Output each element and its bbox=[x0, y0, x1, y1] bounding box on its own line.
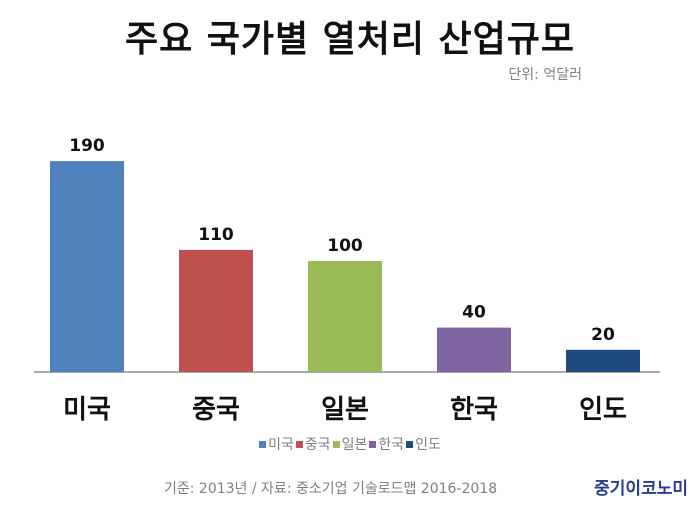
legend: 미국 중국 일본 한국 인도 bbox=[0, 434, 700, 454]
source-note: 기준: 2013년 / 자료: 중소기업 기술로드맵 2016-2018 bbox=[164, 481, 498, 497]
category-label-4: 한국 bbox=[450, 395, 498, 425]
legend-label-5: 인도 bbox=[415, 437, 441, 453]
legend-label-4: 한국 bbox=[378, 437, 405, 453]
legend-item-1: 미국 bbox=[259, 434, 294, 454]
brand-logo: 중기이코노미 bbox=[594, 479, 688, 499]
legend-label-3: 일본 bbox=[341, 437, 368, 453]
legend-swatch-1 bbox=[259, 441, 267, 448]
chart-title: 주요 국가별 열처리 산업규모 bbox=[124, 19, 576, 60]
bar-4 bbox=[437, 327, 511, 372]
bar-2 bbox=[179, 249, 253, 372]
data-label-5: 20 bbox=[591, 325, 615, 345]
legend-swatch-4 bbox=[369, 441, 377, 448]
legend-item-5: 인도 bbox=[406, 434, 441, 454]
category-label-2: 중국 bbox=[192, 395, 240, 425]
unit-label: 단위: 억달러 bbox=[508, 67, 582, 83]
legend-item-2: 중국 bbox=[295, 434, 331, 454]
legend-swatch-2 bbox=[295, 441, 303, 448]
bar-1 bbox=[50, 161, 124, 372]
legend-swatch-5 bbox=[406, 441, 414, 448]
bar-chart: 190 미국 110 중국 100 일본 40 한국 20 인도 bbox=[34, 136, 660, 425]
legend-item-3: 일본 bbox=[332, 434, 368, 454]
data-label-4: 40 bbox=[462, 303, 486, 323]
bar-5 bbox=[566, 349, 640, 372]
category-label-5: 인도 bbox=[579, 395, 627, 425]
legend-label-2: 중국 bbox=[304, 437, 331, 453]
data-label-2: 110 bbox=[198, 225, 234, 245]
category-label-3: 일본 bbox=[321, 395, 369, 425]
data-label-1: 190 bbox=[69, 136, 105, 156]
legend-swatch-3 bbox=[332, 441, 340, 448]
legend-item-4: 한국 bbox=[369, 434, 404, 454]
data-label-3: 100 bbox=[327, 236, 363, 256]
category-label-1: 미국 bbox=[63, 395, 111, 425]
legend-label-1: 미국 bbox=[268, 437, 294, 453]
bar-3 bbox=[308, 261, 382, 372]
